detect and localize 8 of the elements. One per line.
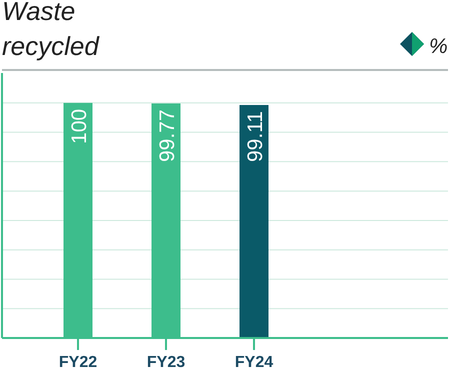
text: % — [429, 35, 448, 58]
x-tick-label: FY22 — [58, 354, 98, 371]
x-tick-label: FY24 — [234, 354, 274, 371]
data-label: 99.11 — [244, 111, 267, 162]
data-label: 100 — [68, 108, 91, 144]
data-label: 99.77 — [156, 109, 179, 162]
x-tick-label: FY23 — [146, 354, 186, 371]
chart-title: Waste recycled — [2, 0, 100, 61]
